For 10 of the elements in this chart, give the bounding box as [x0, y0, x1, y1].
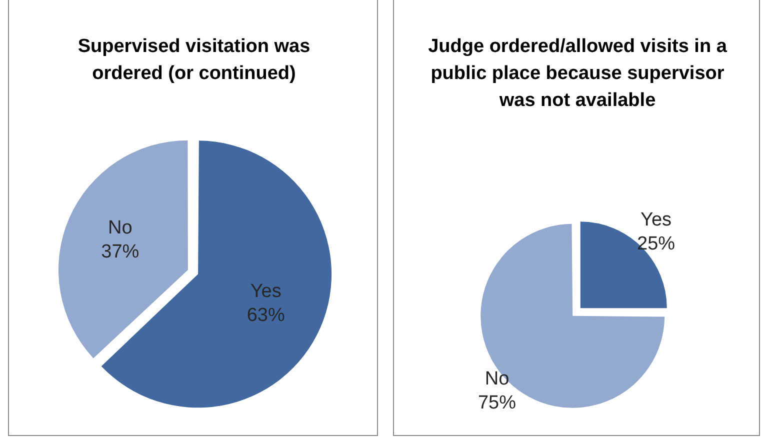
slice-label: Yes	[640, 210, 672, 231]
slice-label: No	[108, 218, 132, 239]
data-label: 37%	[101, 242, 140, 263]
data-label: 25%	[637, 234, 676, 255]
data-label: 63%	[246, 304, 285, 326]
chart-title: Supervised visitation was ordered (or continued)	[76, 35, 312, 86]
slice-label: Yes	[250, 280, 282, 302]
chart-title: Judge ordered/allowed visits in a public place because supervisor was not available	[428, 35, 728, 113]
data-label: 75%	[478, 392, 516, 414]
slice-label: No	[484, 368, 510, 390]
